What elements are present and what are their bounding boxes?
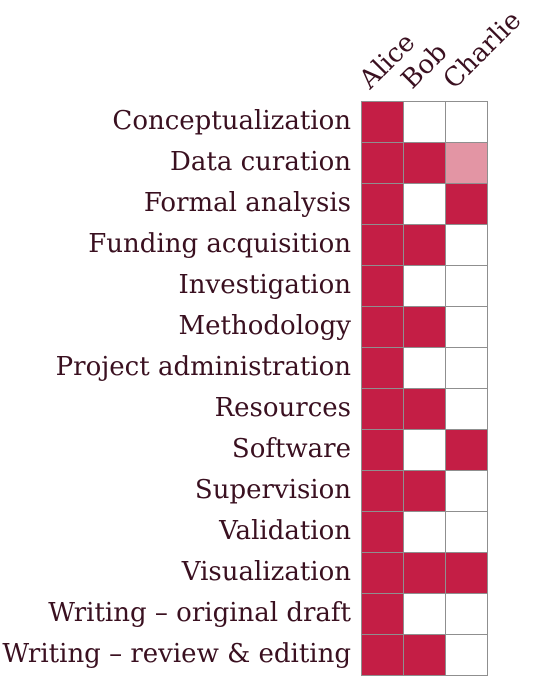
matrix-cell [445, 429, 488, 471]
matrix-cell [445, 101, 488, 143]
matrix-cell [361, 552, 404, 594]
matrix-cell [361, 347, 404, 389]
matrix-cell [445, 306, 488, 348]
matrix-cell [403, 347, 446, 389]
matrix-cell [445, 470, 488, 512]
matrix-cell [361, 142, 404, 184]
matrix-cell [403, 470, 446, 512]
matrix-cell [403, 101, 446, 143]
matrix-cell [403, 224, 446, 266]
row-label: Project administration [55, 352, 351, 382]
matrix-cell [361, 388, 404, 430]
matrix-cell [445, 388, 488, 430]
matrix-cell [403, 183, 446, 225]
row-label: Data curation [170, 147, 351, 177]
matrix-cell [361, 265, 404, 307]
matrix-cell [403, 142, 446, 184]
matrix-cell [445, 511, 488, 553]
matrix-cell [361, 101, 404, 143]
matrix-cell [445, 224, 488, 266]
matrix-cell [403, 388, 446, 430]
matrix-cell [361, 429, 404, 471]
row-label: Investigation [178, 270, 351, 300]
matrix-cell [361, 593, 404, 635]
matrix-cell [403, 593, 446, 635]
matrix-cell [403, 265, 446, 307]
matrix-cell [361, 511, 404, 553]
row-label: Validation [219, 516, 351, 546]
matrix-cell [445, 265, 488, 307]
row-label: Conceptualization [112, 106, 351, 136]
matrix-cell [361, 183, 404, 225]
row-label: Methodology [178, 311, 351, 341]
row-label: Funding acquisition [88, 229, 351, 259]
row-label: Writing – original draft [48, 598, 351, 628]
matrix-cell [403, 306, 446, 348]
matrix-cell [361, 224, 404, 266]
matrix-cell [445, 347, 488, 389]
row-label: Software [231, 434, 351, 464]
matrix-cell [445, 593, 488, 635]
matrix-cell [445, 634, 488, 676]
matrix-cell [361, 470, 404, 512]
matrix-cell [445, 552, 488, 594]
column-label: Charlie [437, 5, 528, 95]
row-label: Formal analysis [143, 188, 351, 218]
matrix-cell [403, 552, 446, 594]
matrix-cell [403, 511, 446, 553]
matrix-cell [361, 634, 404, 676]
row-label: Resources [214, 393, 351, 423]
matrix-cell [361, 306, 404, 348]
matrix-cell [445, 183, 488, 225]
row-label: Visualization [181, 557, 351, 587]
matrix-cell [403, 429, 446, 471]
row-label: Supervision [194, 475, 351, 505]
row-label: Writing – review & editing [2, 639, 351, 669]
matrix-cell [403, 634, 446, 676]
matrix-cell [445, 142, 488, 184]
